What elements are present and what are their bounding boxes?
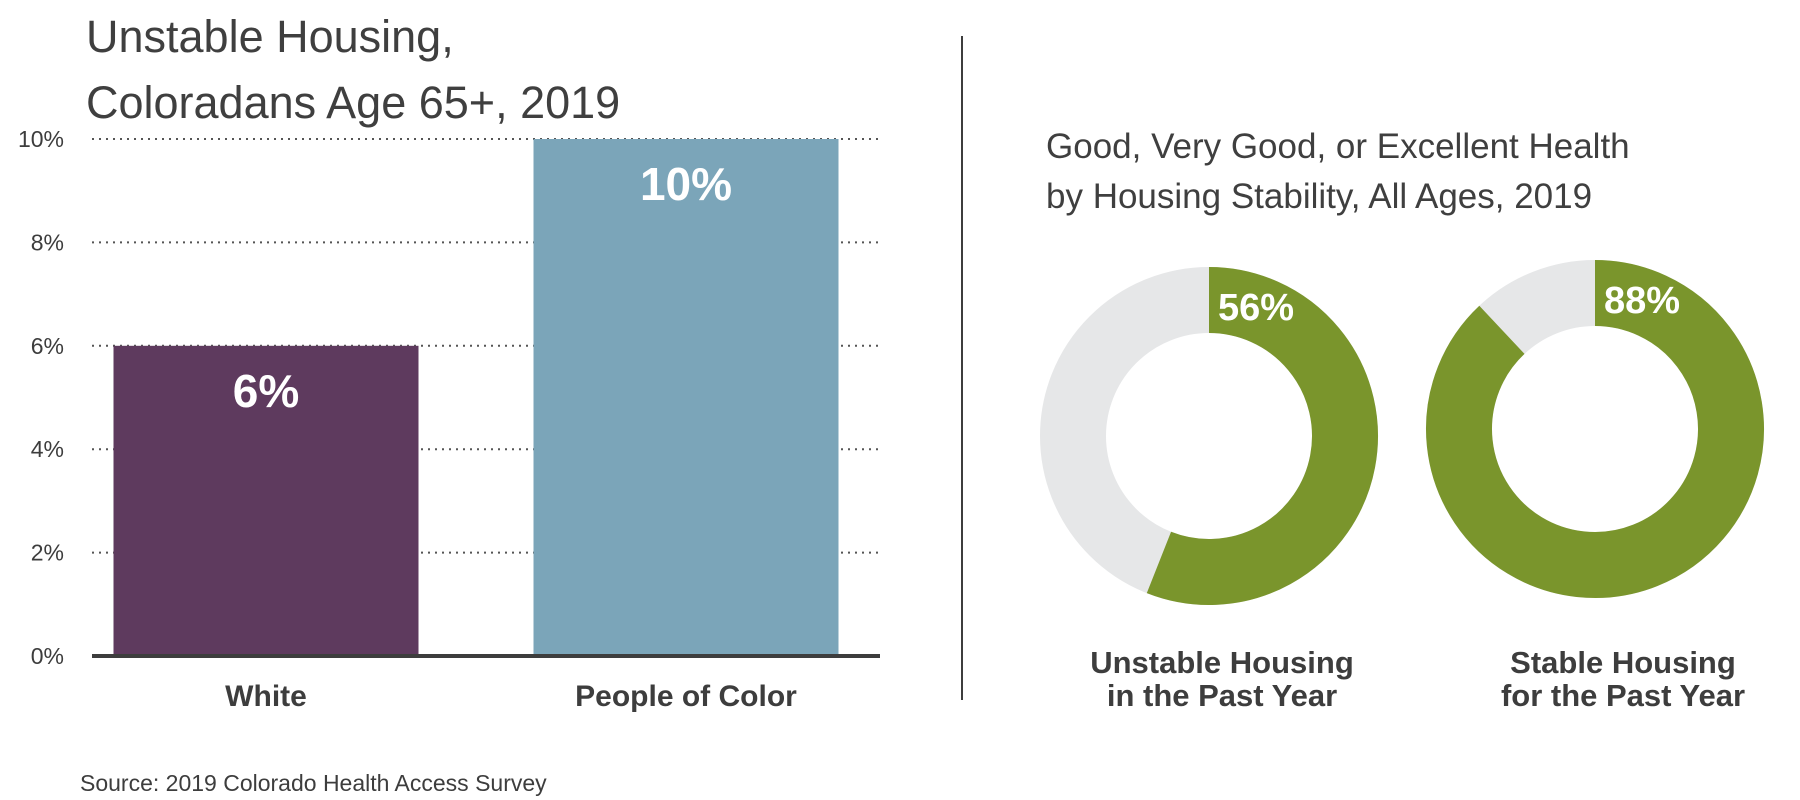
- source-note: Source: 2019 Colorado Health Access Surv…: [80, 770, 547, 796]
- left-chart-title: Unstable Housing, Coloradans Age 65+, 20…: [86, 4, 620, 136]
- y-tick-label: 0%: [31, 643, 64, 669]
- donut-value-label: 56%: [1218, 287, 1294, 329]
- bar-people-of-color: [533, 139, 839, 656]
- donut-label-unstable-line2: in the Past Year: [1106, 678, 1338, 713]
- bar-value-label: 6%: [233, 365, 299, 417]
- chart-divider: [961, 36, 963, 700]
- donut-label-stable-line1: Stable Housing: [1510, 645, 1736, 680]
- bar-value-label: 10%: [640, 158, 732, 210]
- y-tick-label: 4%: [31, 436, 64, 462]
- donut-label-stable-line2: for the Past Year: [1500, 678, 1746, 713]
- donut-value-label: 88%: [1604, 280, 1680, 322]
- right-title-line1: Good, Very Good, or Excellent Health: [1046, 127, 1630, 166]
- left-title-line2: Coloradans Age 65+, 2019: [86, 77, 621, 128]
- right-title-line2: by Housing Stability, All Ages, 2019: [1046, 177, 1593, 216]
- bar-white: [113, 345, 419, 656]
- donut-value-arc: [1426, 260, 1764, 598]
- y-tick-label: 2%: [31, 540, 64, 566]
- right-chart-title: Good, Very Good, or Excellent Health by …: [1046, 122, 1630, 222]
- y-tick-label: 8%: [31, 229, 64, 255]
- donut-label-unstable: Unstable Housing in the Past Year: [1062, 646, 1382, 712]
- x-category-label: White: [225, 680, 307, 713]
- donut-value-arc: [1146, 267, 1378, 605]
- y-tick-label: 6%: [31, 333, 64, 359]
- donut-label-stable: Stable Housing for the Past Year: [1463, 646, 1783, 712]
- x-category-label: People of Color: [575, 680, 797, 713]
- y-tick-label: 10%: [18, 126, 64, 152]
- left-title-line1: Unstable Housing,: [86, 11, 454, 62]
- donut-label-unstable-line1: Unstable Housing: [1090, 645, 1354, 680]
